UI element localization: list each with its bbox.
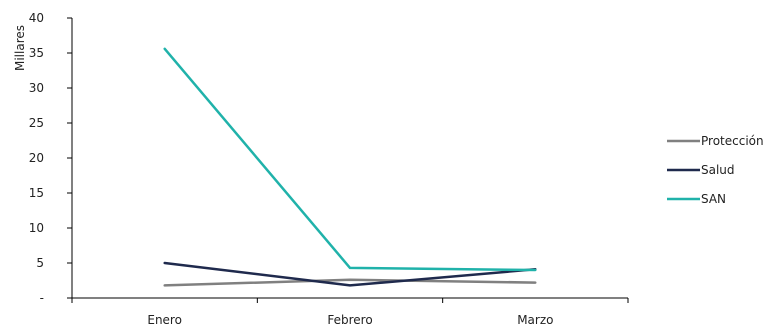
legend-label: Protección xyxy=(701,134,764,148)
y-axis: - 5 10 15 20 25 30 35 40 xyxy=(29,11,73,305)
y-tick-label: 5 xyxy=(36,256,44,270)
x-tick-label: Enero xyxy=(147,313,182,327)
series-line xyxy=(163,278,537,287)
y-tick-label: 20 xyxy=(29,151,44,165)
legend-item: Salud xyxy=(667,163,735,177)
y-tick-label: 25 xyxy=(29,116,44,130)
series-line xyxy=(163,47,537,272)
x-tick-label: Marzo xyxy=(517,313,553,327)
legend-label: Salud xyxy=(701,163,735,177)
y-axis-title: Millares xyxy=(13,25,27,71)
x-tick-label: Febrero xyxy=(327,313,372,327)
legend-label: SAN xyxy=(701,192,726,206)
y-tick-label: 10 xyxy=(29,221,44,235)
y-tick-label: - xyxy=(40,291,44,305)
legend-item: SAN xyxy=(667,192,726,206)
series-line xyxy=(163,261,537,287)
series-lines xyxy=(163,47,537,287)
x-axis: Enero Febrero Marzo xyxy=(71,297,629,327)
y-tick-label: 30 xyxy=(29,81,44,95)
y-tick-label: 35 xyxy=(29,46,44,60)
y-tick-label: 15 xyxy=(29,186,44,200)
legend-item: Protección xyxy=(667,134,764,148)
legend: Protección Salud SAN xyxy=(667,134,764,206)
y-tick-label: 40 xyxy=(29,11,44,25)
